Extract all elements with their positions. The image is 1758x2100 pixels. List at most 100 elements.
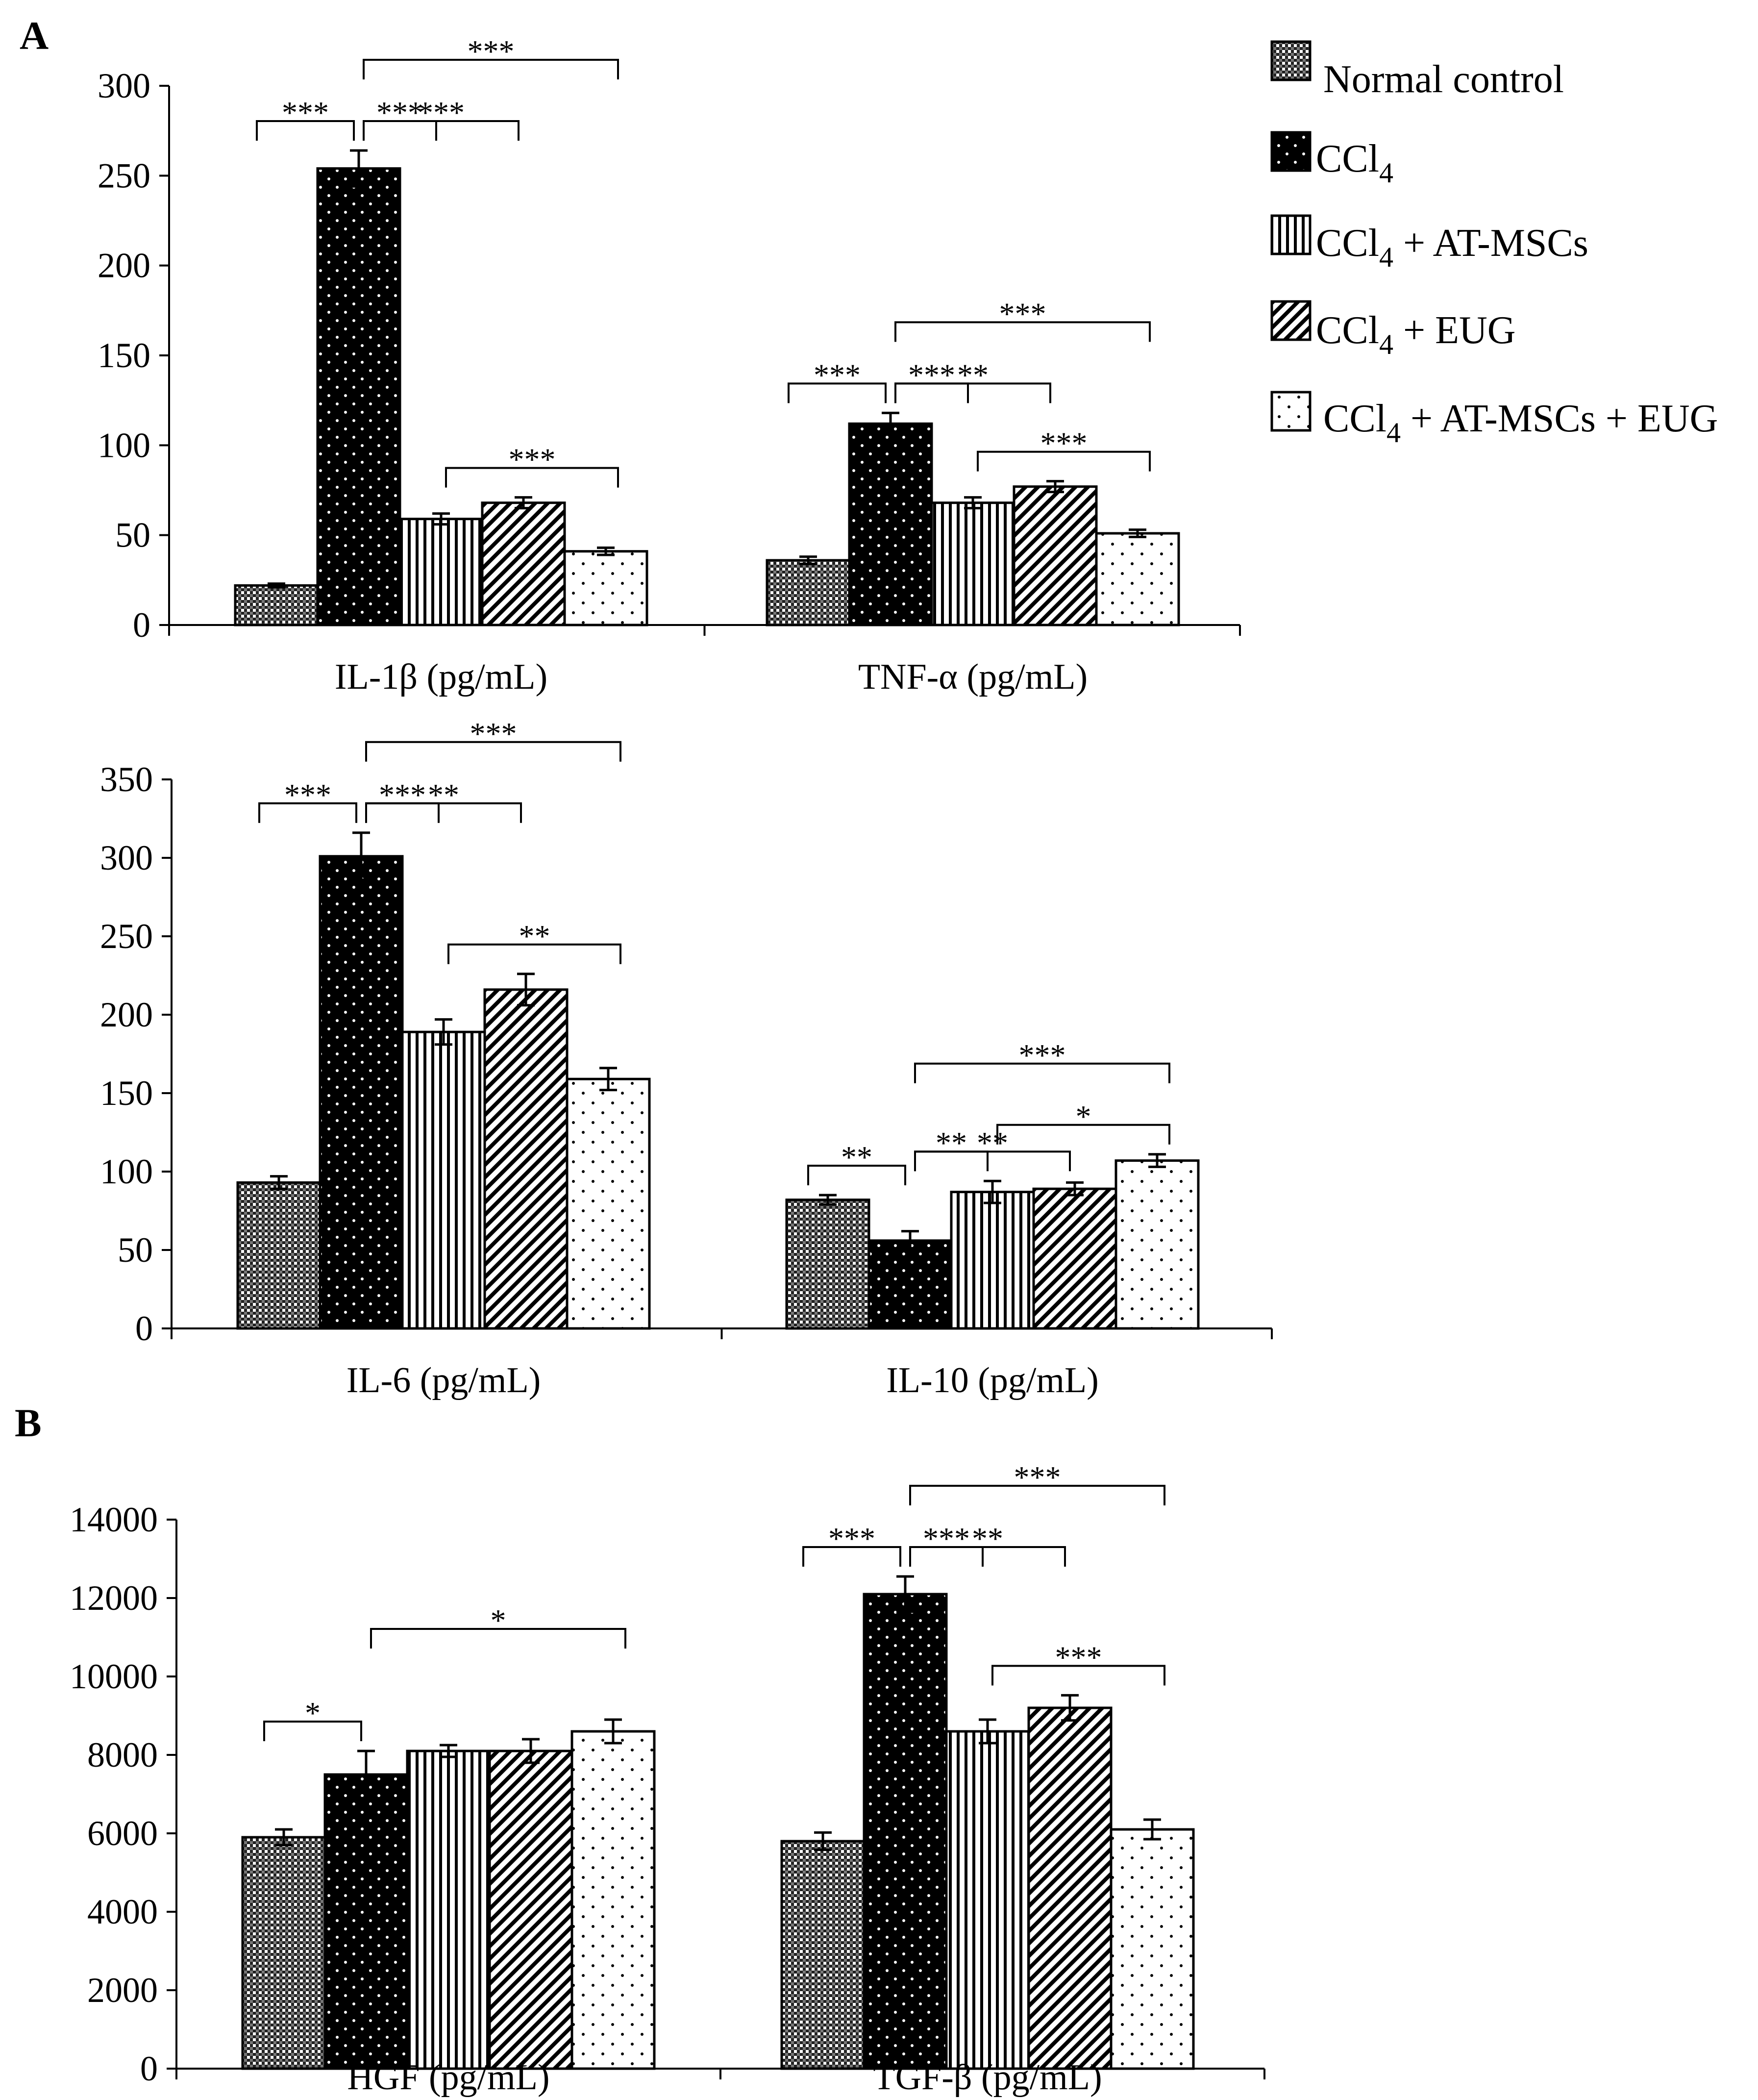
error-bar <box>597 546 615 556</box>
error-bar <box>799 555 817 565</box>
bar-il-6-pg-ml-ccl4-at-mscs-eug <box>566 1077 651 1330</box>
y-tick-label: 0 <box>140 2049 158 2088</box>
significance-label: *** <box>908 357 955 392</box>
error-bar <box>1066 1181 1084 1197</box>
significance-label: *** <box>284 777 331 812</box>
legend-item-ccl4: CCl4 <box>1270 131 1393 189</box>
chart-il6-il10: 0 50 100 150 200 250 300 350 IL-6 (pg/mL) IL-10 (… <box>100 716 1273 1400</box>
category-label: TGF-β (pg/mL) <box>873 2057 1102 2098</box>
significance-label: * <box>491 1603 506 1638</box>
significance-bracket <box>365 741 621 762</box>
significance-label: ** <box>841 1140 872 1175</box>
significance-label: *** <box>418 95 465 130</box>
significance-label: ** <box>519 919 550 953</box>
bar-il-1-pg-ml-ccl4-at-mscs <box>398 518 484 626</box>
significance-bracket <box>363 59 619 79</box>
significance-label: *** <box>999 296 1046 331</box>
error-bar <box>896 1575 914 1613</box>
error-bar <box>435 1018 452 1046</box>
bar-il-1-pg-ml-ccl4 <box>316 167 401 626</box>
bar-tgf-pg-ml-normal-control <box>780 1840 866 2070</box>
significance-label: *** <box>282 95 329 130</box>
significance-bracket <box>894 321 1151 342</box>
significance-bracket <box>802 1546 901 1567</box>
bar-il-10-pg-ml-normal-control <box>785 1199 870 1330</box>
error-bar <box>440 1744 457 1758</box>
bar-tgf-pg-ml-ccl4 <box>863 1593 948 2070</box>
y-tick-label: 150 <box>100 1074 153 1113</box>
legend-label-ccl4-eug: CCl4 + EUG <box>1316 309 1515 360</box>
bar-tnf-pg-ml-ccl4-eug <box>1013 485 1098 626</box>
significance-label: *** <box>1014 1460 1061 1495</box>
legend-label-ccl4: CCl4 <box>1316 137 1393 189</box>
error-bar <box>814 1831 832 1851</box>
bar-il-10-pg-ml-ccl4-eug <box>1032 1187 1117 1330</box>
y-tick-label: 12000 <box>70 1578 158 1618</box>
significance-label: ** <box>957 357 989 392</box>
error-bar <box>352 831 370 881</box>
significance-bracket <box>909 1546 1066 1567</box>
significance-bracket <box>258 802 357 823</box>
significance-label: *** <box>468 34 515 69</box>
legend-swatch-normal-control <box>1270 40 1312 81</box>
bar-hgf-pg-ml-ccl4-eug <box>488 1750 573 2070</box>
legend-item-ccl4-eug: CCl4 + EUG <box>1270 300 1515 360</box>
significance-bracket <box>256 120 355 141</box>
y-tick-label: 250 <box>98 156 150 195</box>
bar-tgf-pg-ml-ccl4-at-mscs <box>945 1730 1030 2070</box>
significance-bracket <box>996 1124 1170 1145</box>
error-bar <box>604 1718 622 1745</box>
error-bar <box>1129 528 1146 538</box>
y-tick-label: 300 <box>98 66 150 105</box>
bar-il-6-pg-ml-normal-control <box>236 1181 322 1330</box>
y-tick-label: 4000 <box>87 1892 158 1931</box>
y-tick-label: 150 <box>98 336 150 375</box>
category-label: HGF (pg/mL) <box>347 2057 549 2098</box>
y-tick-label: 300 <box>100 838 153 877</box>
error-bar <box>517 973 535 1007</box>
y-tick-label: 50 <box>115 516 150 555</box>
legend-item-ccl4-at-mscs-eug: CCl4 + AT-MSCs + EUG <box>1270 391 1718 449</box>
significance-label: *** <box>828 1521 875 1556</box>
significance-bracket <box>914 1150 1071 1172</box>
legend: Normal control CCl4 CCl4 + AT-MSCs CCl4 … <box>1270 40 1718 449</box>
y-tick-label: 100 <box>98 425 150 465</box>
y-tick-label: 2000 <box>87 1971 158 2010</box>
significance-bracket <box>894 382 1051 403</box>
y-tick-label: 10000 <box>70 1657 158 1696</box>
category-label: TNF-α (pg/mL) <box>858 657 1088 697</box>
error-bar <box>984 1179 1001 1204</box>
legend-label-ccl4-at-mscs-eug: CCl4 + AT-MSCs + EUG <box>1323 397 1718 449</box>
bar-il-1-pg-ml-ccl4-at-mscs-eug <box>563 550 648 626</box>
bar-tgf-pg-ml-ccl4-at-mscs-eug <box>1110 1828 1195 2070</box>
bar-il-1-pg-ml-ccl4-eug <box>481 501 566 626</box>
error-bar <box>1046 480 1064 494</box>
bar-hgf-pg-ml-ccl4-at-mscs-eug <box>570 1730 656 2070</box>
significance-label: * <box>1076 1099 1091 1134</box>
category-label: IL-6 (pg/mL) <box>347 1360 541 1400</box>
significance-bracket <box>807 1165 906 1185</box>
bar-il-10-pg-ml-ccl4-at-mscs <box>950 1191 1035 1330</box>
y-tick-label: 100 <box>100 1152 153 1191</box>
panel-label-b: B <box>15 1400 42 1445</box>
legend-swatch-ccl4-eug <box>1270 300 1312 341</box>
chart-hgf-tgfb: 0 2000 4000 6000 8000 10000 12000 14000 HGF (pg/… <box>70 1460 1265 2098</box>
error-bar <box>270 1175 288 1190</box>
significance-label: *** <box>814 357 861 392</box>
error-bar <box>522 1738 540 1764</box>
error-bar <box>275 1828 293 1847</box>
y-tick-label: 50 <box>118 1230 153 1270</box>
error-bar <box>515 496 532 510</box>
category-label: IL-10 (pg/mL) <box>886 1360 1099 1400</box>
bar-il-6-pg-ml-ccl4-eug <box>483 988 569 1330</box>
bar-il-6-pg-ml-ccl4 <box>319 855 404 1330</box>
significance-bracket <box>263 1721 362 1741</box>
bar-tnf-pg-ml-ccl4-at-mscs <box>930 501 1015 626</box>
bar-hgf-pg-ml-ccl4-at-mscs <box>406 1750 491 2070</box>
y-tick-label: 14000 <box>70 1500 158 1539</box>
y-tick-label: 250 <box>100 917 153 956</box>
significance-label: *** <box>509 442 556 477</box>
error-bar <box>979 1718 996 1745</box>
chart-il1b-tnfa: 0 50 100 150 200 250 300 IL-1β (pg/mL) TNF-α (pg… <box>98 34 1241 697</box>
